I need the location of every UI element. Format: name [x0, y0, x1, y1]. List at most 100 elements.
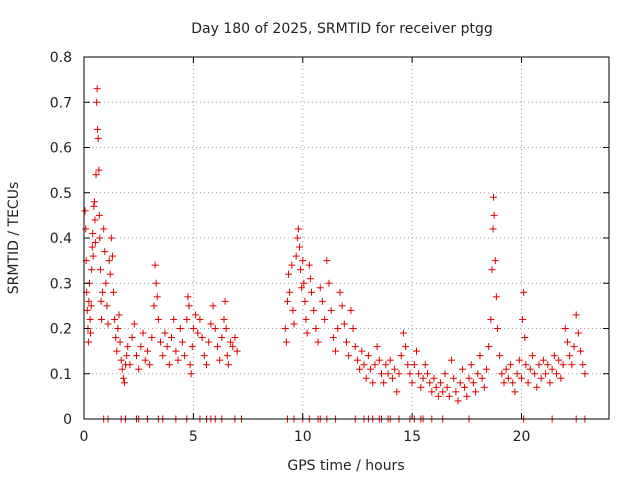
- data-point: [123, 352, 131, 360]
- x-tick-label: 20: [513, 429, 531, 445]
- data-point: [539, 356, 547, 364]
- data-point: [159, 352, 167, 360]
- data-point: [542, 370, 550, 378]
- data-point: [229, 343, 237, 351]
- data-point: [533, 383, 541, 391]
- data-point: [84, 338, 92, 346]
- data-point: [91, 239, 99, 247]
- x-tick-label: 10: [294, 429, 312, 445]
- data-point: [371, 361, 379, 369]
- y-tick-label: 0.7: [50, 95, 72, 111]
- data-point: [454, 397, 462, 405]
- data-point: [402, 343, 410, 351]
- y-tick-label: 0: [63, 412, 72, 428]
- data-point: [509, 379, 517, 387]
- data-point: [135, 365, 143, 373]
- data-point: [154, 315, 162, 323]
- data-point: [410, 361, 418, 369]
- data-point: [362, 374, 370, 382]
- data-point: [157, 338, 165, 346]
- data-point: [221, 297, 229, 305]
- data-point: [421, 361, 429, 369]
- data-point: [316, 284, 324, 292]
- data-point: [478, 374, 486, 382]
- data-point: [148, 334, 156, 342]
- chart-title: Day 180 of 2025, SRMTID for receiver ptg…: [191, 21, 493, 37]
- data-point: [187, 370, 195, 378]
- data-point: [103, 302, 111, 310]
- data-point: [294, 225, 302, 233]
- data-point: [178, 338, 186, 346]
- data-point: [116, 338, 124, 346]
- data-point: [443, 383, 451, 391]
- data-point: [417, 383, 425, 391]
- data-point: [386, 356, 394, 364]
- x-tick-label: 5: [189, 429, 198, 445]
- y-tick-label: 0.8: [50, 50, 72, 66]
- data-point: [415, 370, 423, 378]
- data-point: [428, 388, 436, 396]
- data-point: [345, 352, 353, 360]
- data-point: [98, 315, 105, 323]
- data-point: [95, 211, 103, 219]
- data-point: [535, 361, 543, 369]
- data-point: [126, 361, 134, 369]
- data-point: [105, 257, 113, 265]
- data-point: [380, 379, 388, 387]
- data-point: [233, 347, 241, 355]
- data-point: [522, 361, 530, 369]
- data-point: [213, 343, 221, 351]
- data-point: [334, 325, 342, 332]
- data-point: [89, 252, 97, 260]
- data-point: [546, 379, 554, 387]
- data-point: [114, 325, 122, 332]
- data-point: [327, 306, 335, 314]
- data-point: [496, 352, 504, 360]
- data-point: [515, 356, 523, 364]
- grid-lines: [84, 57, 609, 419]
- data-point: [325, 279, 333, 287]
- data-point: [314, 338, 322, 346]
- data-point: [520, 288, 528, 296]
- data-point: [198, 334, 206, 342]
- data-point: [388, 374, 396, 382]
- data-point: [282, 338, 290, 346]
- data-point: [308, 288, 315, 296]
- data-point: [439, 388, 447, 396]
- data-point: [519, 315, 527, 323]
- data-point: [419, 374, 427, 382]
- data-point: [553, 370, 560, 378]
- data-point: [488, 266, 496, 274]
- data-point: [323, 257, 331, 265]
- data-point: [115, 311, 123, 319]
- data-point: [493, 325, 501, 332]
- data-point: [399, 329, 407, 337]
- data-point: [521, 334, 529, 342]
- data-point: [561, 325, 569, 332]
- data-point: [161, 329, 169, 337]
- data-point: [281, 325, 289, 332]
- data-point: [141, 356, 149, 364]
- x-tick-labels: 0 5 10 15 20: [80, 429, 531, 445]
- data-point: [338, 302, 346, 310]
- data-point: [216, 356, 224, 364]
- data-point: [413, 347, 420, 355]
- data-point: [347, 306, 355, 314]
- data-point: [302, 315, 310, 323]
- data-point: [130, 320, 138, 328]
- data-point: [183, 315, 191, 323]
- data-point: [360, 361, 368, 369]
- data-point: [574, 329, 582, 337]
- data-point: [205, 338, 213, 346]
- data-point: [104, 320, 112, 328]
- data-point: [112, 334, 120, 342]
- data-point: [441, 370, 449, 378]
- data-point: [143, 347, 151, 355]
- data-point: [181, 352, 189, 360]
- data-point: [87, 302, 95, 310]
- data-point: [518, 374, 525, 382]
- data-point: [285, 270, 293, 278]
- data-point: [110, 288, 118, 296]
- data-point: [224, 361, 232, 369]
